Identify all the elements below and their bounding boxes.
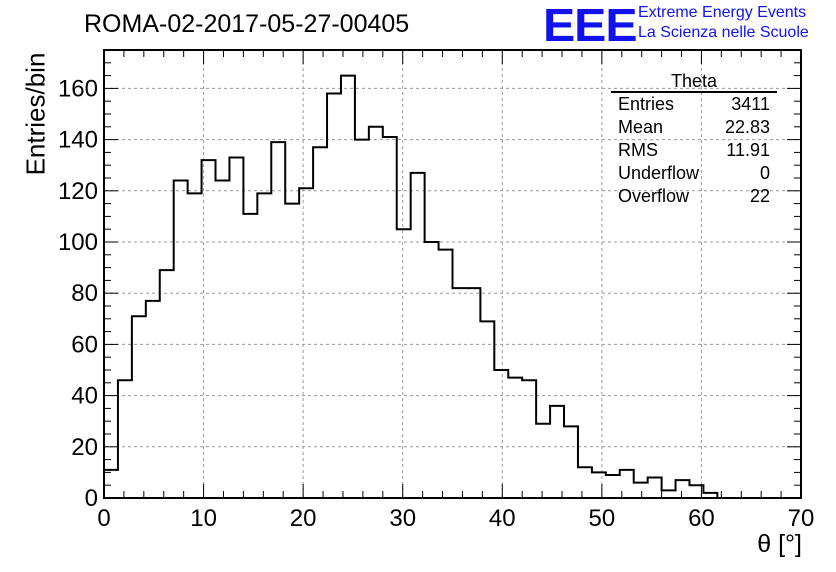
y-tick-label: 40 [71, 383, 98, 410]
histogram-bin [676, 480, 690, 498]
histogram-bin [522, 380, 536, 498]
y-tick-label: 140 [58, 127, 98, 154]
histogram-outline [103, 74, 801, 499]
histogram-bin [397, 229, 411, 498]
stats-box: Theta Entries 3411 Mean 22.83 RMS 11.91 … [611, 72, 777, 208]
chart-title: ROMA-02-2017-05-27-00405 [84, 10, 410, 38]
histogram-bin [174, 181, 188, 498]
histogram-bin [425, 242, 439, 498]
histogram-bin [578, 467, 592, 498]
histogram-bin [369, 127, 383, 498]
histogram-bin [118, 380, 132, 498]
histogram-bin [341, 76, 355, 498]
x-tick-label: 10 [190, 505, 217, 532]
histogram-bin [285, 204, 299, 498]
histogram-bin [327, 94, 341, 498]
x-tick-label: 20 [290, 505, 317, 532]
stats-value: 3411 [731, 94, 770, 114]
x-tick-label: 60 [688, 505, 715, 532]
histogram-bin [383, 137, 397, 498]
histogram-bin [494, 370, 508, 498]
histogram-bin [229, 158, 243, 498]
logo-line-1: Extreme Energy Events [638, 4, 807, 21]
histogram-bin [313, 147, 327, 498]
histogram-bin [439, 250, 453, 498]
histogram-bin [355, 140, 369, 498]
plot-frame [103, 49, 802, 499]
histogram-bin [257, 193, 271, 498]
stats-row-entries: Entries 3411 [611, 93, 777, 116]
histogram-bin [453, 288, 467, 498]
x-tick-label: 70 [788, 505, 815, 532]
histogram-bin [480, 321, 494, 498]
stats-label: Underflow [618, 163, 700, 183]
histogram-bin [216, 181, 230, 498]
grid-lines [104, 50, 801, 498]
histogram-bin [411, 173, 425, 498]
histogram-bin [662, 490, 676, 498]
histogram-bin [146, 301, 160, 498]
histogram-bin [592, 472, 606, 498]
y-tick-label: 80 [71, 280, 98, 307]
histogram-bin [271, 142, 285, 498]
stats-row-mean: Mean 22.83 [611, 116, 777, 139]
y-tick-label: 100 [58, 229, 98, 256]
y-tick-label: 60 [71, 331, 98, 358]
histogram-bin [202, 160, 216, 498]
y-tick-label: 120 [58, 178, 98, 205]
histogram-bin [634, 483, 648, 498]
histogram-bin [299, 188, 313, 498]
histogram-bin [160, 270, 174, 498]
histogram-bin [620, 470, 634, 498]
y-tick-label: 20 [71, 434, 98, 461]
stats-row-overflow: Overflow 22 [611, 185, 777, 208]
histogram-bin [550, 406, 564, 498]
stats-value: 11.91 [726, 140, 770, 160]
x-tick-label: 0 [97, 505, 110, 532]
eee-logo: EEE [543, 0, 638, 51]
histogram-bin [243, 214, 257, 498]
histogram-bin [564, 426, 578, 498]
x-tick-label: 40 [489, 505, 516, 532]
stats-label: Mean [618, 117, 664, 137]
histogram-bin [104, 470, 118, 498]
x-axis-label: θ [°] [757, 530, 802, 558]
stats-label: Entries [618, 94, 675, 114]
stats-label: Overflow [618, 186, 690, 206]
histogram-bin [188, 193, 202, 498]
stats-value: 22.83 [724, 117, 770, 137]
x-tick-label: 30 [389, 505, 416, 532]
histogram-bin [689, 485, 703, 498]
stats-title: Theta [611, 72, 777, 93]
histogram-bin [606, 475, 620, 498]
histogram-bin [466, 288, 480, 498]
histogram-bin [648, 478, 662, 498]
stats-row-rms: RMS 11.91 [611, 139, 777, 162]
stats-row-underflow: Underflow 0 [611, 162, 777, 185]
histogram-bin [536, 424, 550, 498]
tick-labels: 0 10 20 30 40 50 60 70 0 20 40 60 80 100 120 140 160 [58, 75, 814, 532]
logo-line-2: La Scienza nelle Scuole [638, 24, 809, 41]
x-tick-label: 50 [589, 505, 616, 532]
stats-value: 22 [749, 186, 770, 206]
histogram-bin [508, 378, 522, 498]
stats-value: 0 [759, 163, 770, 183]
y-tick-label: 0 [85, 485, 98, 512]
y-tick-label: 160 [58, 75, 98, 102]
histogram-bin [132, 316, 146, 498]
stats-label: RMS [618, 140, 658, 160]
y-axis-label: Entries/bin [20, 52, 51, 176]
